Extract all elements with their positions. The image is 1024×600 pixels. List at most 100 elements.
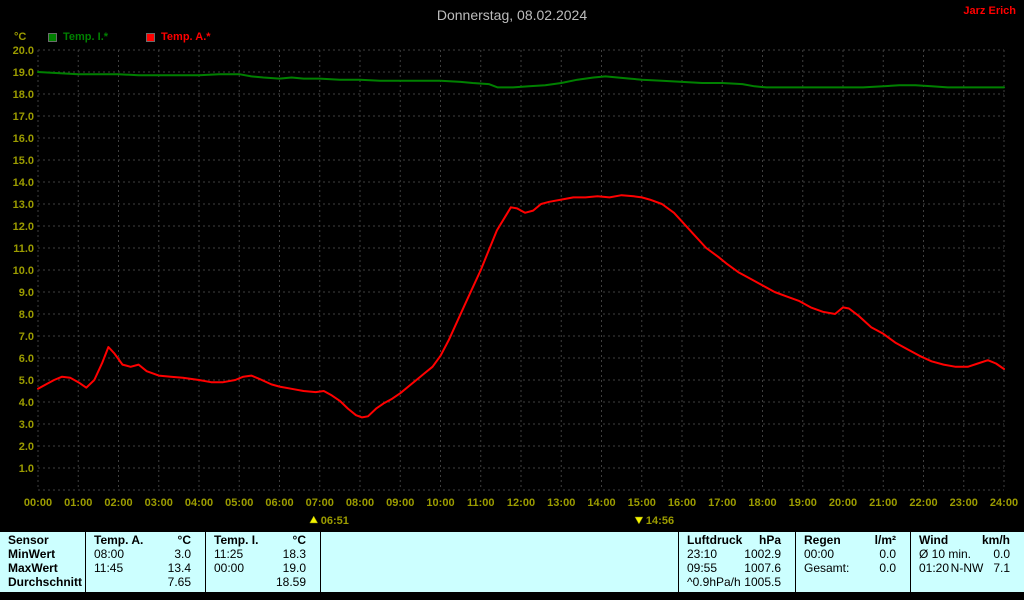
table-header-row: Luftdruck hPa — [679, 533, 795, 547]
table-row: 18.59 — [206, 575, 320, 589]
table-cell-value: 0.0 — [879, 561, 896, 575]
y-tick-label: 8.0 — [19, 309, 34, 321]
table-row: 00:00 0.0 — [796, 547, 910, 561]
table-cell-label: 23:10 — [687, 547, 718, 561]
y-tick-label: 5.0 — [19, 375, 34, 387]
column-header: Temp. I. — [214, 533, 259, 547]
table-row: Gesamt: 0.0 — [796, 561, 910, 575]
column-header: Temp. A. — [94, 533, 144, 547]
table-cell-label: MinWert — [8, 547, 56, 561]
legend-label: Temp. I.* — [63, 31, 109, 43]
x-tick-label: 23:00 — [950, 497, 978, 509]
column-unit: °C — [177, 533, 191, 547]
y-tick-label: 12.0 — [13, 221, 34, 233]
column-header: Luftdruck — [687, 533, 743, 547]
table-row: 23:10 1002.9 — [679, 547, 795, 561]
y-tick-label: 18.0 — [13, 89, 34, 101]
temperature-chart: 20.0 19.0 18.0 17.0 16.0 15.0 14.0 13.0 12.0 11.0… — [13, 45, 1018, 527]
table-row: Durchschnitt — [0, 575, 85, 589]
sunrise-icon — [309, 515, 319, 524]
table-row: 09:55 1007.6 — [679, 561, 795, 575]
table-cell-value: 1005.5 — [744, 575, 781, 589]
x-tick-label: 19:00 — [789, 497, 817, 509]
y-tick-label: 15.0 — [13, 155, 34, 167]
series-line-0 — [37, 71, 1005, 89]
x-tick-label: 21:00 — [869, 497, 897, 509]
table-row: 11:45 13.4 — [86, 561, 205, 575]
x-tick-label: 03:00 — [145, 497, 173, 509]
x-tick-label: 18:00 — [748, 497, 776, 509]
x-tick-label: 16:00 — [668, 497, 696, 509]
x-tick-label: 08:00 — [346, 497, 374, 509]
chart-area: °C Temp. I.* Temp. A.* 20.0 19.0 18.0 17.0 16… — [0, 28, 1024, 532]
sunset-time-label: 14:56 — [646, 515, 674, 527]
column-header: Sensor — [8, 533, 49, 547]
table-cell-value: 1007.6 — [744, 561, 781, 575]
table-cell-value: 13.4 — [167, 561, 191, 575]
table-cell-label: 11:45 — [94, 561, 124, 575]
y-tick-label: 2.0 — [19, 441, 34, 453]
table-cell-value: 19.0 — [282, 561, 306, 575]
column-header: Wind — [919, 533, 949, 547]
bottom-strip — [0, 592, 1024, 600]
table-cell-label: Ø 10 min. — [919, 547, 972, 561]
table-column-temp-i: Temp. I. °C 11:25 18.3 00:00 19.0 18.59 — [205, 532, 320, 592]
table-column-luftdruck: Luftdruck hPa 23:10 1002.9 09:55 1007.6 ^0.9hP… — [678, 532, 795, 592]
y-tick-label: 11.0 — [13, 243, 34, 255]
table-cell-value: 0.0 — [879, 547, 896, 561]
x-tick-label: 24:00 — [990, 497, 1018, 509]
table-cell-label: 00:00 — [214, 561, 245, 575]
x-tick-label: 04:00 — [185, 497, 213, 509]
table-cell-label: 09:55 — [687, 561, 718, 575]
table-header-row: Temp. A. °C — [86, 533, 205, 547]
table-column-temp-a: Temp. A. °C 08:00 3.0 11:45 13.4 7.65 — [85, 532, 205, 592]
column-unit: °C — [292, 533, 306, 547]
table-cell-value: 7.65 — [167, 575, 191, 589]
table-row: 00:00 19.0 — [206, 561, 320, 575]
x-tick-label: 07:00 — [306, 497, 334, 509]
y-tick-label: 17.0 — [13, 111, 34, 123]
y-tick-label: 19.0 — [13, 67, 34, 79]
y-tick-label: 7.0 — [19, 331, 34, 343]
x-tick-label: 15:00 — [628, 497, 656, 509]
table-cell-value: 0.0 — [993, 547, 1010, 561]
sunset-icon — [634, 516, 644, 525]
table-header-row: Regen l/m² — [796, 533, 910, 547]
table-cell-value: 18.3 — [282, 547, 306, 561]
legend-swatch-icon — [48, 32, 57, 42]
x-tick-label: 00:00 — [24, 497, 52, 509]
x-tick-label: 11:00 — [467, 497, 495, 509]
table-header-row: Sensor — [0, 533, 85, 547]
x-tick-label: 14:00 — [587, 497, 615, 509]
y-tick-label: 6.0 — [19, 353, 34, 365]
table-row: 01:20 N-NW 7.1 — [911, 561, 1024, 575]
y-tick-label: 14.0 — [13, 177, 34, 189]
x-tick-label: 13:00 — [547, 497, 575, 509]
y-tick-label: 4.0 — [19, 397, 34, 409]
x-tick-label: 06:00 — [265, 497, 293, 509]
table-cell-label: Durchschnitt — [8, 575, 83, 589]
table-cell-value: 3.0 — [174, 547, 191, 561]
table-column-wind: Wind km/h Ø 10 min. 0.0 01:20 N-NW 7.1 — [910, 532, 1024, 592]
x-tick-label: 12:00 — [507, 497, 535, 509]
table-cell-label: Gesamt: — [804, 561, 850, 575]
y-axis-unit-label: °C — [14, 31, 27, 43]
table-cell-label: 00:00 — [804, 547, 835, 561]
table-cell-label: ^0.9hPa/h — [687, 575, 741, 589]
legend-item-1: Temp. A.* — [146, 31, 211, 43]
table-cell-label: MaxWert — [8, 561, 58, 575]
table-header-row: Temp. I. °C — [206, 533, 320, 547]
x-tick-label: 05:00 — [225, 497, 253, 509]
y-tick-label: 13.0 — [13, 199, 34, 211]
x-tick-label: 01:00 — [64, 497, 92, 509]
x-tick-label: 20:00 — [829, 497, 857, 509]
table-cell-label: 08:00 — [94, 547, 125, 561]
y-tick-label: 9.0 — [19, 287, 34, 299]
table-cell-mid: N-NW — [950, 561, 984, 575]
y-tick-label: 1.0 — [19, 463, 34, 475]
table-row: MaxWert — [0, 561, 85, 575]
table-cell-label: 11:25 — [214, 547, 244, 561]
user-name: Jarz Erich — [963, 5, 1016, 17]
page-title: Donnerstag, 08.02.2024 — [436, 7, 588, 23]
column-unit: km/h — [981, 533, 1010, 547]
